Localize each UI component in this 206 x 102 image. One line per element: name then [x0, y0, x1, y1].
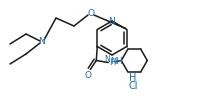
Text: Cl: Cl: [128, 81, 138, 91]
Text: N: N: [104, 55, 110, 64]
Text: N: N: [39, 38, 45, 47]
Text: H: H: [129, 73, 137, 83]
Text: N: N: [109, 17, 115, 26]
Text: H: H: [109, 58, 116, 67]
Text: NH: NH: [110, 57, 123, 66]
Text: O: O: [88, 9, 95, 18]
Text: O: O: [85, 71, 92, 80]
